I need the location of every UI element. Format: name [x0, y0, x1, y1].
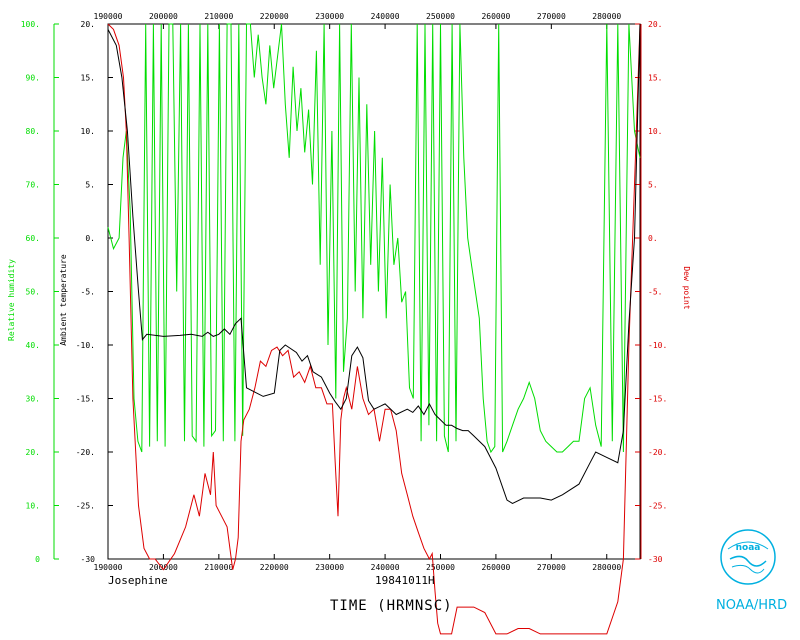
x-tick-label: 220000: [260, 563, 289, 572]
y-tick-label: 50.: [26, 288, 40, 297]
y-tick-label: -20.: [648, 448, 667, 457]
x-tick-label: 210000: [204, 563, 233, 572]
x-tick-label-top: 190000: [94, 12, 123, 21]
flight-name: Josephine: [108, 574, 168, 587]
noaa-logo-text: noaa: [736, 543, 761, 553]
x-tick-label-top: 250000: [426, 12, 455, 21]
y-tick-label: 0.: [85, 234, 95, 243]
x-tick-label-top: 210000: [204, 12, 233, 21]
series-line: [107, 23, 641, 504]
y-tick-label: 30.: [26, 395, 40, 404]
y-tick-label: 0.: [648, 234, 658, 243]
x-tick-label-top: 230000: [315, 12, 344, 21]
y-tick-label: 100.: [21, 20, 40, 29]
x-tick-label: 250000: [426, 563, 455, 572]
y-tick-label: 5.: [85, 181, 95, 190]
y-tick-label: -25.: [648, 502, 667, 511]
y-tick-label: 20.: [81, 20, 95, 29]
y-tick-label: -10.: [76, 341, 95, 350]
noaa-logo: noaa: [720, 529, 776, 585]
x-tick-label-top: 200000: [149, 12, 178, 21]
x-tick-label-top: 220000: [260, 12, 289, 21]
x-tick-label-top: 260000: [481, 12, 510, 21]
x-tick-label: 260000: [481, 563, 510, 572]
x-tick-label-top: 240000: [371, 12, 400, 21]
y-tick-label: 5.: [648, 181, 658, 190]
x-tick-label: 270000: [537, 563, 566, 572]
y-tick-label: -15.: [76, 395, 95, 404]
y-axis-title: Relative humidity: [7, 259, 16, 341]
x-tick-label: 280000: [592, 563, 621, 572]
y-tick-label: -25.: [76, 502, 95, 511]
y-tick-label: -5.: [81, 288, 95, 297]
y-tick-label: -10.: [648, 341, 667, 350]
y-tick-label: 15.: [81, 74, 95, 83]
y-tick-label: -5.: [648, 288, 662, 297]
y-axis-title: Ambient temperature: [59, 254, 68, 346]
x-tick-label: 240000: [371, 563, 400, 572]
flight-date: 19841011H: [375, 574, 435, 587]
y-tick-label: 20.: [648, 20, 662, 29]
x-tick-label: 190000: [94, 563, 123, 572]
y-tick-label: -20.: [76, 448, 95, 457]
y-tick-label: -30: [648, 555, 663, 564]
y-axis-title: Dew point: [682, 266, 691, 310]
series-line: [107, 23, 641, 635]
x-tick-label: 230000: [315, 563, 344, 572]
logo-caption: NOAA/HRD: [716, 598, 788, 613]
y-tick-label: 10.: [81, 127, 95, 136]
x-axis-title: TIME (HRMNSC): [330, 598, 453, 614]
y-tick-label: 10.: [26, 502, 40, 511]
x-tick-label: 200000: [149, 563, 178, 572]
x-tick-label-top: 280000: [592, 12, 621, 21]
y-tick-label: 80.: [26, 127, 40, 136]
y-tick-label: 10.: [648, 127, 662, 136]
x-tick-label-top: 270000: [537, 12, 566, 21]
y-tick-label: 15.: [648, 74, 662, 83]
y-tick-label: -30: [81, 555, 96, 564]
y-tick-label: 40.: [26, 341, 40, 350]
y-tick-label: 20.: [26, 448, 40, 457]
y-tick-label: 60.: [26, 234, 40, 243]
y-tick-label: 0: [35, 555, 40, 564]
y-tick-label: -15.: [648, 395, 667, 404]
series-line: [107, 23, 641, 454]
y-tick-label: 70.: [26, 181, 40, 190]
y-tick-label: 90.: [26, 74, 40, 83]
